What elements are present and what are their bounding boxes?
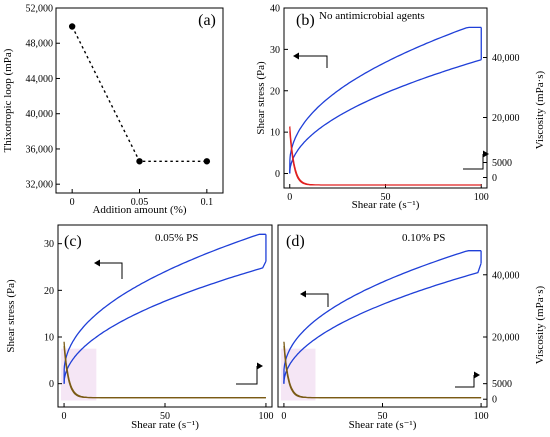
panel-d-y2-tick-label: 5000 (492, 379, 512, 390)
panel-c-label: (c) (64, 233, 82, 250)
panel-b-arrow-stress (293, 52, 328, 68)
panel-d-viscosity-line-return (283, 346, 482, 399)
panel-c-y-tick-label: 0 (49, 379, 54, 390)
panel-a-point-0 (68, 23, 76, 30)
panel-b-label: (b) (296, 12, 315, 29)
panel-d-y2-axis-label: Viscosity (mPa·s) (534, 285, 546, 364)
panel-c-arrow-viscosity-line (236, 366, 258, 385)
panel-d-y2-tick-label: 0 (492, 395, 497, 406)
panel-c-y-tick-label: 10 (44, 333, 54, 344)
panel-b-y2-tick-label: 40,000 (492, 53, 520, 64)
panel-b-y-tick-label: 30 (270, 45, 280, 56)
panel-b-y-axis-label: Shear stress (Pa) (255, 61, 267, 135)
panel-a-y-tick-label: 32,000 (26, 180, 54, 191)
panel-b-y2-tick-label: 20,000 (492, 113, 520, 124)
panel-b-x-tick-label: 0 (287, 192, 292, 203)
panel-b-shear-stress-down-line (289, 59, 482, 174)
panel-b-annotation: No antimicrobial agents (319, 10, 425, 22)
panel-c-y-axis-label: Shear stress (Pa) (5, 279, 17, 353)
panel-c-x-tick-label: 50 (160, 411, 170, 422)
panel-d-x-tick-label: 50 (378, 411, 388, 422)
panel-d-arrow-stress-line (306, 293, 329, 307)
panel-b-arrow-viscosity-line (463, 154, 484, 170)
panel-b-y2-tick-label: 0 (492, 173, 497, 184)
panel-a-label: (a) (198, 12, 216, 29)
panel-b-viscosity-line-return (289, 130, 482, 186)
panel-d-arrow-stress (300, 290, 329, 307)
panel-a-y-tick-label: 44,000 (26, 74, 54, 85)
panel-b-x-tick-label: 50 (381, 192, 391, 203)
panel-a-y-axis-label: Thixotropic loop (mPa) (2, 48, 14, 152)
panel-b-y-tick-label: 10 (270, 128, 280, 139)
panel-d-y2-tick-label: 20,000 (492, 333, 520, 344)
panel-c-shaded-region (61, 348, 97, 401)
panel-d-x-tick-label: 100 (474, 411, 489, 422)
panel-b-y-tick-label: 0 (275, 169, 280, 180)
panel-b-y2-tick-label: 5000 (492, 158, 512, 169)
panel-c-shear-stress-down-line (63, 261, 267, 384)
panel-a-x-tick-label: 0 (70, 197, 75, 208)
panel-a-x-axis-label: Addition amount (%) (92, 204, 186, 216)
panel-a-y-tick-label: 40,000 (26, 109, 54, 120)
panel-a-data-line (71, 26, 207, 162)
panel-d-arrow-viscosity (455, 371, 480, 388)
panel-c-annotation: 0.05% PS (155, 232, 198, 244)
panel-c-shear-stress-up-line (63, 233, 266, 384)
panel-c-arrow-stress (94, 259, 123, 279)
panel-d-x-axis-label: Shear rate (s⁻¹) (349, 419, 417, 431)
panel-c-arrow-stress-head (94, 259, 100, 267)
panel-b-y-tick-label: 40 (270, 4, 280, 15)
panel-a-point-2 (203, 158, 211, 165)
panel-a-y-tick-label: 36,000 (26, 144, 54, 155)
panel-b-frame (283, 7, 488, 189)
panel-c-arrow-stress-line (100, 262, 123, 279)
panel-c-x-tick-label: 100 (258, 411, 273, 422)
panel-c-x-tick-label: 0 (62, 411, 67, 422)
panel-c-y-tick-label: 20 (44, 286, 54, 297)
panel-b-x-axis-label: Shear rate (s⁻¹) (352, 199, 420, 211)
panel-a-y-tick-label: 52,000 (26, 4, 54, 15)
panel-c-x-axis-label: Shear rate (s⁻¹) (131, 419, 199, 431)
panel-d-shear-stress-down-line (283, 263, 482, 384)
panel-b-arrow-viscosity-head (483, 150, 489, 158)
panel-d-label: (d) (286, 233, 305, 250)
panel-d-arrow-viscosity-head (474, 371, 480, 379)
panel-a-frame (55, 7, 224, 194)
panel-b-y-tick-label: 20 (270, 86, 280, 97)
panel-d-arrow-viscosity-line (455, 375, 475, 388)
panel-d-shear-stress-up-line (283, 250, 482, 384)
panel-a-point-1 (136, 158, 143, 165)
panel-d-annotation: 0.10% PS (402, 232, 445, 244)
panel-a-y-tick-label: 48,000 (26, 39, 54, 50)
panel-b-shear-stress-up-line (289, 26, 482, 174)
panel-a-x-tick-label: 0.05 (131, 197, 149, 208)
panel-c-arrow-viscosity (236, 362, 263, 385)
panel-d-y2-tick-label: 40,000 (492, 270, 520, 281)
panel-b-arrow-stress-head (293, 52, 299, 60)
panel-b-arrow-viscosity (463, 150, 489, 170)
panel-d-x-tick-label: 0 (281, 411, 286, 422)
panel-c-arrow-viscosity-head (257, 362, 263, 370)
panel-c-y-tick-label: 30 (44, 239, 54, 250)
panel-c-viscosity-line-return (63, 346, 266, 399)
panel-b-viscosity-line (289, 126, 482, 186)
panel-a-x-tick-label: 0.1 (201, 197, 214, 208)
panel-d-arrow-stress-head (300, 290, 306, 298)
panel-b-x-tick-label: 100 (474, 192, 489, 203)
panel-b-y2-axis-label: Viscosity (mPa·s) (534, 70, 546, 149)
panel-b-arrow-stress-line (299, 55, 328, 68)
